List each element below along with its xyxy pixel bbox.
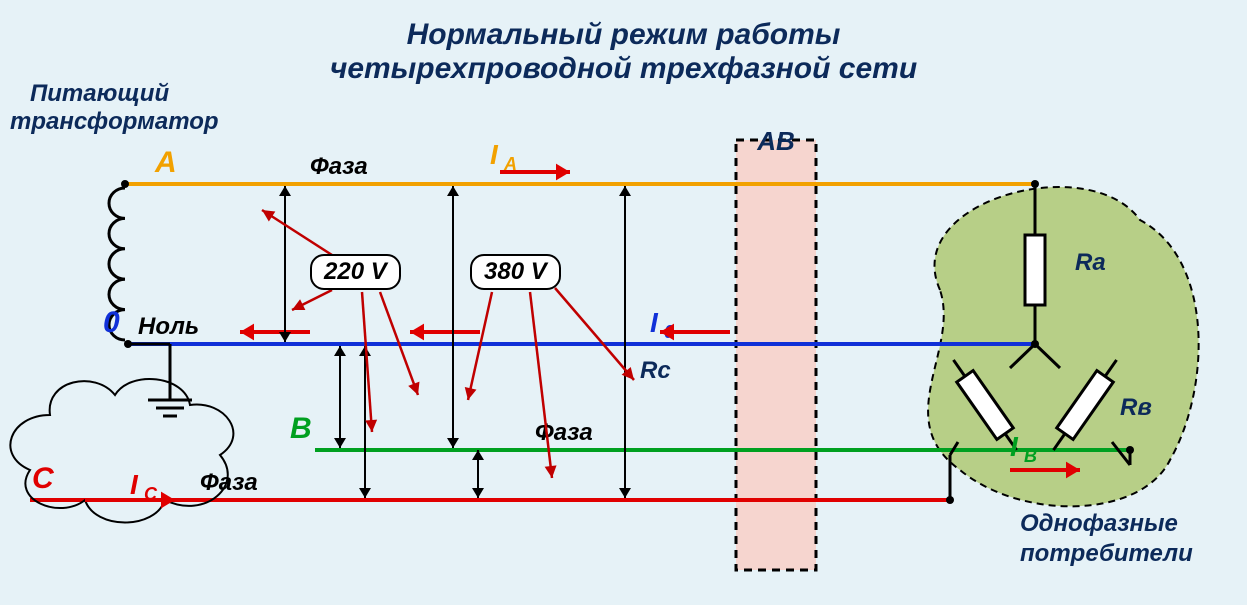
svg-text:Ноль: Ноль [138,313,199,340]
badge-380v: 380 V [470,254,561,290]
svg-text:I: I [1010,431,1019,462]
svg-text:Rв: Rв [1120,394,1152,421]
svg-text:A: A [154,146,177,179]
svg-text:0: 0 [103,306,120,339]
svg-text:Фаза: Фаза [200,469,258,496]
svg-text:B: B [1024,446,1037,466]
svg-text:Фаза: Фаза [310,153,368,180]
svg-text:Rа: Rа [1075,249,1106,276]
svg-text:I: I [650,307,659,338]
schematic-svg: АВRаRвRсAФаза0НольBФазаCФазаIAI0IBIC [0,0,1247,605]
svg-text:I: I [130,469,139,500]
svg-text:Фаза: Фаза [535,419,593,446]
svg-text:АВ: АВ [756,126,795,156]
svg-text:C: C [32,462,55,495]
svg-text:B: B [290,412,312,445]
svg-text:Rс: Rс [640,357,671,384]
badge-220v: 220 V [310,254,401,290]
svg-text:I: I [490,139,499,170]
